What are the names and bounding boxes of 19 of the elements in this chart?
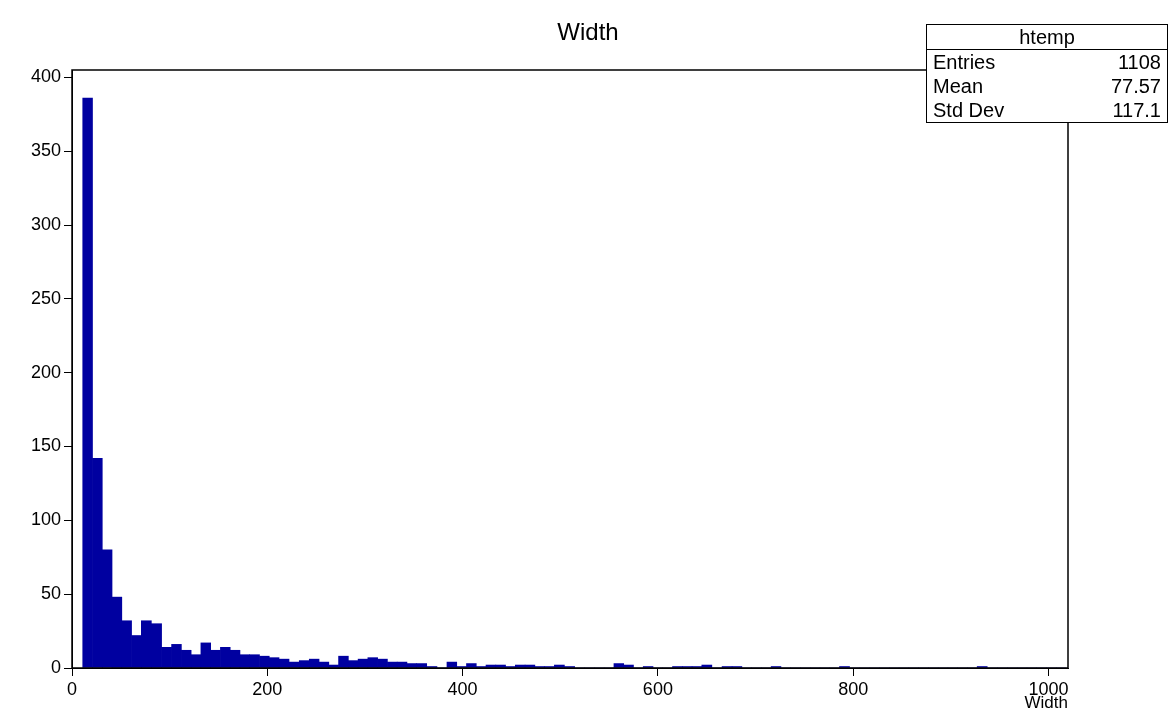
x-tick-label: 600 xyxy=(642,678,673,699)
x-tick-label: 0 xyxy=(66,678,78,699)
x-tick-label: 200 xyxy=(252,678,283,699)
text: Mean 77.57 xyxy=(933,75,1161,97)
y-tick-label: 350 xyxy=(30,140,61,161)
y-tick-label: 100 xyxy=(30,509,61,530)
y-tick-label: 200 xyxy=(30,361,61,382)
y-tick-label: 400 xyxy=(30,66,61,87)
y-tick-label: 50 xyxy=(40,583,61,604)
text: htemp xyxy=(927,25,1167,50)
x-tick-label: 400 xyxy=(447,678,478,699)
y-tick-label: 150 xyxy=(30,435,61,456)
x-tick-label: 800 xyxy=(838,678,869,699)
text: Std Dev 117.1 xyxy=(933,99,1161,121)
chart-title: Width xyxy=(557,18,619,45)
text: Entries 1108 xyxy=(933,51,1161,73)
y-tick-label: 250 xyxy=(30,287,61,308)
y-tick-label: 0 xyxy=(50,656,61,677)
y-tick-label: 300 xyxy=(30,214,61,235)
